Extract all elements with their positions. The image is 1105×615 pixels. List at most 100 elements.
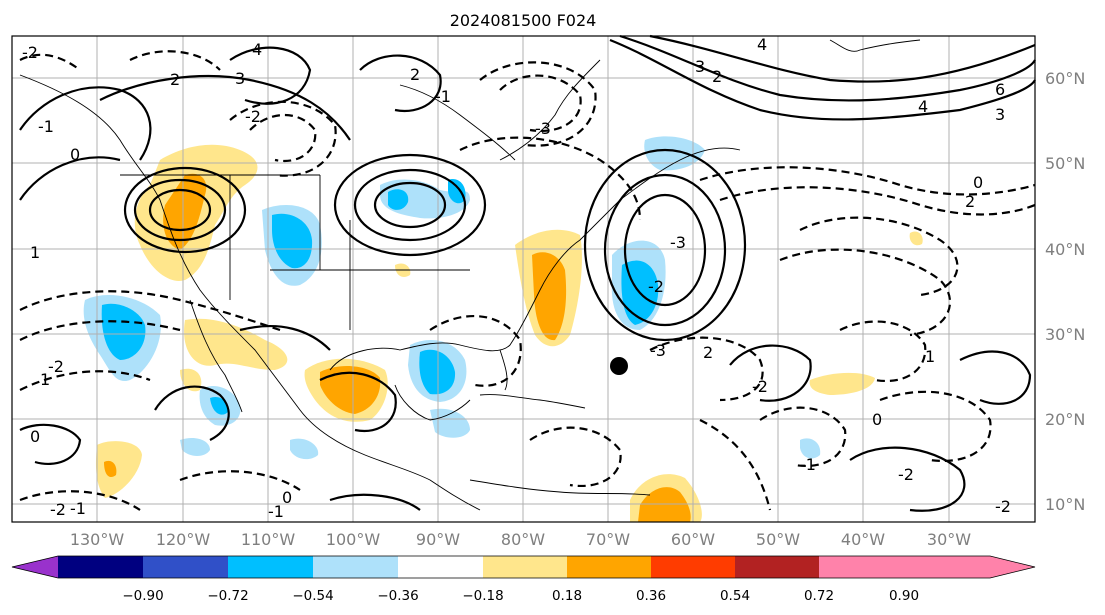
- lon-label: 60°W: [671, 530, 715, 549]
- contour-label: 3: [235, 69, 245, 88]
- contour-label: 1: [30, 243, 40, 262]
- pacific-coastline: [19, 74, 481, 511]
- contour-label: -3: [650, 341, 666, 360]
- contour-label-group: -2 -1 0 1 2 3 4 -2 -3 2 -1 4 3 2 6 4 3 0…: [22, 35, 1011, 521]
- colorbar-segment: [143, 556, 228, 578]
- contour-label: -1: [70, 499, 86, 518]
- contour-label: -2: [995, 497, 1011, 516]
- lat-label: 50°N: [1045, 154, 1085, 173]
- contour-label: -2: [648, 277, 664, 296]
- lon-label: 50°W: [756, 530, 800, 549]
- canada-east-coastline: [619, 147, 741, 201]
- gulf-atlantic-coastline: [329, 199, 621, 371]
- shade-gulf-orange: [320, 366, 381, 414]
- lon-label: 100°W: [326, 530, 381, 549]
- contour-label: 0: [30, 427, 40, 446]
- contour-label: 3: [695, 57, 705, 76]
- lat-label: 60°N: [1045, 69, 1085, 88]
- colorbar-segment: [819, 556, 904, 578]
- shade-pacific-blue: [101, 303, 146, 360]
- baja-coastline: [189, 299, 243, 413]
- colorbar-segment: [567, 556, 651, 578]
- shade-pacmex-lightblue-2: [180, 438, 210, 456]
- colorbar-segment-extend-low: [12, 556, 58, 578]
- shade-pacific-trop-yellow: [95, 441, 142, 498]
- florida-coastline: [499, 349, 508, 391]
- shade-basin-blue: [272, 213, 313, 269]
- lon-label: 110°W: [241, 530, 296, 549]
- colorbar-tick-label: −0.18: [462, 588, 503, 604]
- contour-label: 0: [282, 488, 292, 507]
- shade-eastcoast-orange: [532, 252, 567, 341]
- shade-yucatan-lightblue: [430, 408, 470, 438]
- hudson-bay-coastline: [399, 84, 516, 161]
- contour-label: 4: [757, 35, 767, 54]
- contour-label: 2: [712, 67, 722, 86]
- contour-label: -1: [435, 87, 451, 106]
- contour-label: 0: [973, 173, 983, 192]
- graticule: [12, 36, 1035, 522]
- map-panel: -2 -1 0 1 2 3 4 -2 -3 2 -1 4 3 2 6 4 3 0…: [11, 34, 1036, 523]
- shade-pacific-trop-orange: [104, 460, 117, 478]
- contour-label: -1: [800, 455, 816, 474]
- colorbar-tick-label: 0.18: [552, 588, 582, 604]
- lat-axis-labels: 60°N 50°N 40°N 30°N 20°N 10°N: [1045, 69, 1085, 514]
- colorbar-segment: [735, 556, 819, 578]
- shade-mexico-yellow: [184, 318, 288, 370]
- contour-label: 2: [965, 192, 975, 211]
- lat-label: 10°N: [1045, 495, 1085, 514]
- lon-label: 130°W: [70, 530, 125, 549]
- shade-nova-lightblue: [644, 136, 705, 171]
- colorbar-tick-label: 0.36: [636, 588, 666, 604]
- contour-label: -2: [898, 465, 914, 484]
- colorbar-segment: [58, 556, 143, 578]
- contour-label: 2: [170, 70, 180, 89]
- shade-lakes-lightblue: [380, 179, 470, 219]
- contour-label: -2: [245, 107, 261, 126]
- contour-label: -2: [752, 377, 768, 396]
- map-frame: [11, 35, 1036, 523]
- contour-label: 6: [995, 80, 1005, 99]
- lon-label: 120°W: [156, 530, 211, 549]
- contour-label: 3: [995, 105, 1005, 124]
- contour-label: 1: [925, 347, 935, 366]
- storm-center-marker: [610, 357, 628, 375]
- contours: [19, 34, 1036, 512]
- contour-label: 0: [872, 410, 882, 429]
- lon-label: 30°W: [927, 530, 971, 549]
- shade-lakes-blue: [388, 189, 409, 210]
- shade-caribbean-orange: [638, 487, 691, 522]
- lat-label: 30°N: [1045, 325, 1085, 344]
- lon-label: 70°W: [586, 530, 630, 549]
- contour-label: -2: [48, 357, 64, 376]
- colorbar-outline: [11, 555, 1036, 579]
- coastlines: [19, 39, 921, 511]
- contour-label: -3: [670, 233, 686, 252]
- contour-label: -1: [268, 502, 284, 521]
- yucatan-coastline: [394, 384, 471, 421]
- contour-label: 4: [252, 40, 262, 59]
- contour-label: 2: [703, 343, 713, 362]
- colorbar-segment-extend-high: [904, 556, 1035, 578]
- contour-label: -1: [38, 117, 54, 136]
- shade-atlantic-tropic-lightblue: [800, 438, 821, 459]
- colorbar-tick-label: 0.72: [804, 588, 834, 604]
- shade-gulf-east-blue: [419, 349, 456, 395]
- lon-label: 40°W: [841, 530, 885, 549]
- colorbar-segment: [313, 556, 398, 578]
- greenland-coastline: [829, 39, 921, 52]
- shade-atlantic-ne-yellow: [909, 231, 923, 246]
- colorbar-segment: [398, 556, 483, 578]
- colorbar: −0.90 −0.72 −0.54 −0.36 −0.18 0.18 0.36 …: [11, 555, 1036, 604]
- lon-label: 80°W: [501, 530, 545, 549]
- lon-axis-labels: 130°W 120°W 110°W 100°W 90°W 80°W 70°W 6…: [70, 530, 971, 549]
- colorbar-segment: [651, 556, 735, 578]
- colorbar-tick-label: −0.90: [122, 588, 163, 604]
- south-america-coastline: [469, 479, 651, 496]
- lat-label: 40°N: [1045, 240, 1085, 259]
- colorbar-tick-label: −0.72: [207, 588, 248, 604]
- contour-label: -3: [535, 119, 551, 138]
- colorbar-tick-label: −0.54: [292, 588, 333, 604]
- shade-gulfcal-blue: [210, 396, 229, 415]
